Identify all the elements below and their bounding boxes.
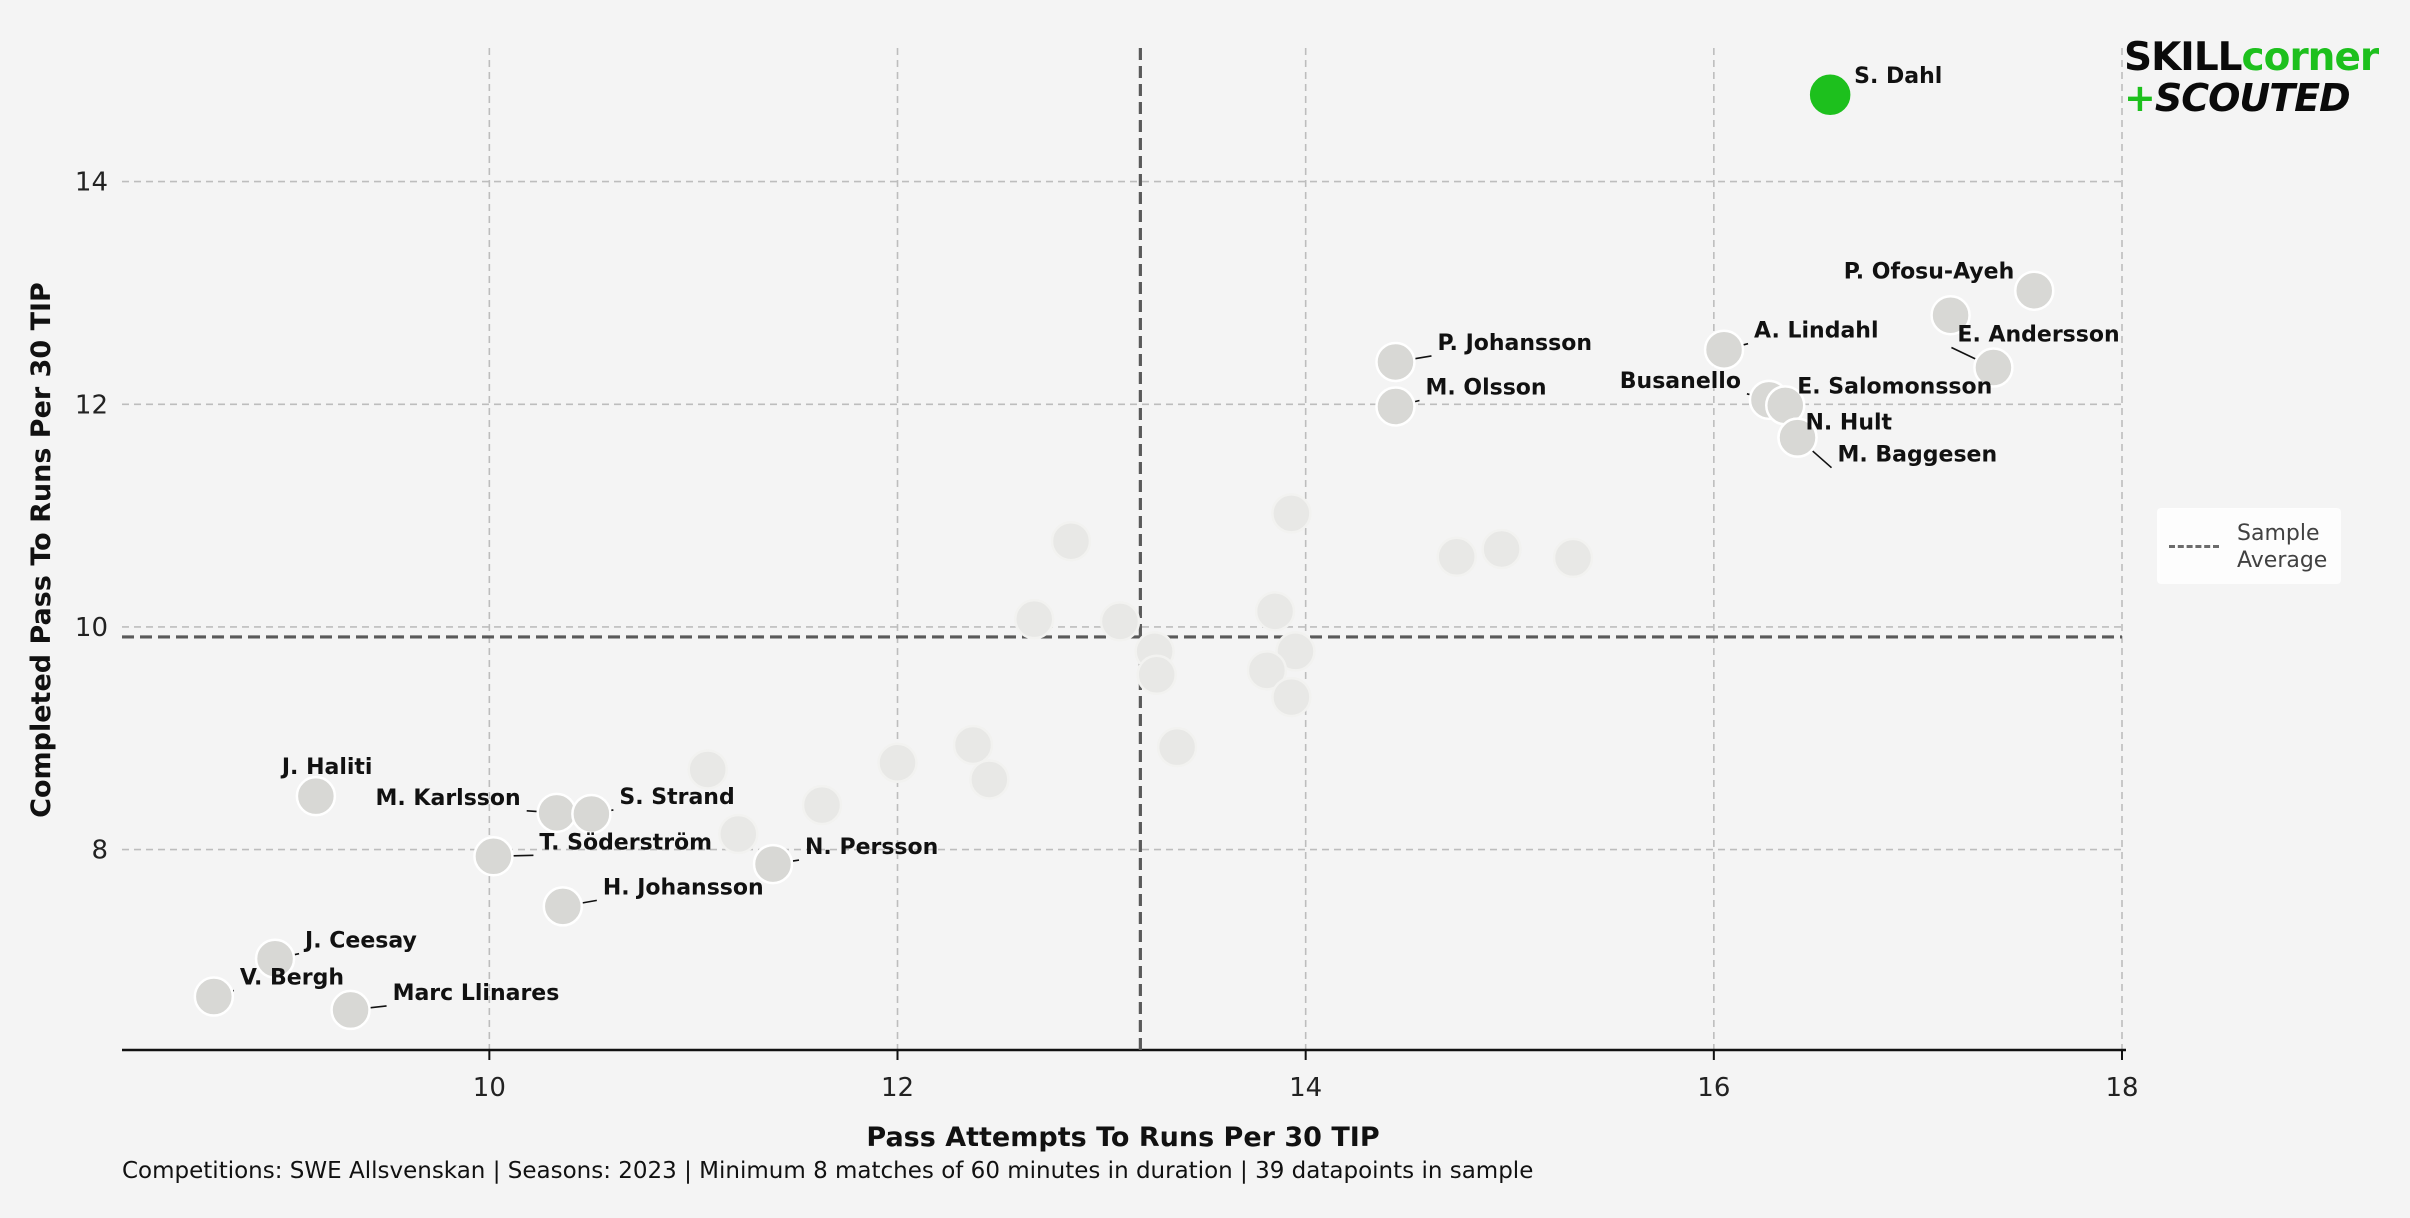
- point-label: E. Salomonsson: [1797, 374, 1992, 399]
- point-labels: S. Dahl P. Ofosu-Ayeh E. Andersson A. Linda…: [240, 64, 2120, 1006]
- point-label: V. Bergh: [240, 966, 344, 991]
- data-point: [1275, 631, 1316, 672]
- point-label: J. Haliti: [280, 755, 373, 780]
- point-label: T. Söderström: [539, 830, 712, 855]
- data-point: [536, 792, 577, 834]
- data-point: [473, 836, 514, 877]
- legend-label-line1: Sample: [2237, 521, 2320, 546]
- point-label: P. Johansson: [1437, 331, 1592, 356]
- footnote: Competitions: SWE Allsvenskan | Seasons:…: [122, 1158, 1534, 1184]
- data-point: [542, 886, 584, 927]
- logo-plus-icon: +: [2124, 76, 2156, 120]
- dashed-line-icon: [2169, 545, 2219, 548]
- data-point: [254, 938, 296, 979]
- data-point: [752, 843, 794, 885]
- axes: 10 12 14 16 18 8 10 12 14: [75, 168, 2139, 1103]
- data-point: [1777, 417, 1818, 458]
- data-point: [1013, 598, 1055, 640]
- data-point: [1246, 650, 1288, 691]
- data-point: [1481, 528, 1522, 570]
- point-label: S. Strand: [619, 785, 734, 810]
- data-point: [1099, 601, 1141, 642]
- data-point: [2013, 270, 2055, 311]
- point-label: N. Persson: [805, 835, 938, 860]
- data-point: [295, 775, 337, 817]
- point-label: A. Lindahl: [1754, 319, 1878, 344]
- point-label: E. Andersson: [1957, 323, 2119, 348]
- x-tick-label: 12: [881, 1073, 914, 1103]
- point-label: H. Johansson: [603, 875, 764, 900]
- data-point: [1552, 537, 1594, 579]
- average-lines: [122, 48, 2122, 1050]
- data-points: [193, 74, 2055, 1031]
- point-label: N. Hult: [1806, 411, 1893, 436]
- y-tick-label: 14: [75, 168, 108, 198]
- data-point: [877, 742, 918, 784]
- data-point: [1271, 493, 1312, 534]
- data-point: [801, 784, 843, 826]
- data-point: [571, 793, 612, 835]
- data-point: [969, 759, 1010, 800]
- point-label: Marc Llinares: [393, 981, 560, 1006]
- legend: Sample Average: [2157, 508, 2341, 584]
- point-label: J. Ceesay: [303, 929, 417, 954]
- data-point: [1930, 294, 1971, 336]
- point-label: M. Karlsson: [376, 786, 521, 811]
- skillcorner-scouted-logo: SKILLcorner +SCOUTED: [2124, 35, 2379, 120]
- x-tick-label: 10: [473, 1073, 506, 1103]
- logo-corner-text: corner: [2241, 35, 2380, 80]
- data-point: [193, 976, 235, 1017]
- data-point: [1136, 654, 1177, 696]
- data-point: [1254, 591, 1296, 632]
- data-point: [1271, 676, 1312, 718]
- data-point: [330, 989, 371, 1031]
- y-tick-label: 12: [75, 390, 108, 420]
- data-point: [1436, 536, 1477, 578]
- point-label: P. Ofosu-Ayeh: [1844, 260, 2015, 285]
- highlight-point: [1809, 74, 1851, 116]
- logo-scouted-text: SCOUTED: [2154, 76, 2351, 120]
- point-label: M. Baggesen: [1838, 443, 1998, 468]
- x-tick-label: 18: [2105, 1073, 2138, 1103]
- data-point: [1375, 341, 1416, 383]
- data-point: [1156, 726, 1198, 768]
- legend-label-line2: Average: [2237, 548, 2328, 573]
- data-point: [1050, 520, 1092, 562]
- data-point: [1375, 386, 1416, 427]
- y-axis-label: Completed Pass To Runs Per 30 TIP: [26, 282, 57, 818]
- point-label: Busanello: [1620, 369, 1741, 394]
- data-point: [718, 813, 759, 855]
- data-point: [952, 724, 994, 766]
- data-point: [687, 749, 728, 790]
- y-tick-label: 10: [75, 613, 108, 643]
- x-axis-label: Pass Attempts To Runs Per 30 TIP: [866, 1122, 1379, 1153]
- point-label: M. Olsson: [1425, 375, 1546, 400]
- x-tick-label: 14: [1289, 1073, 1322, 1103]
- grid-lines: [122, 48, 2123, 1050]
- logo-skill-text: SKILL: [2124, 35, 2243, 80]
- point-label: S. Dahl: [1854, 64, 1942, 89]
- data-point: [1703, 329, 1745, 370]
- data-point: [1973, 347, 2014, 388]
- x-tick-label: 16: [1697, 1073, 1730, 1103]
- y-tick-label: 8: [91, 836, 108, 866]
- legend-label: Sample Average: [2237, 520, 2327, 574]
